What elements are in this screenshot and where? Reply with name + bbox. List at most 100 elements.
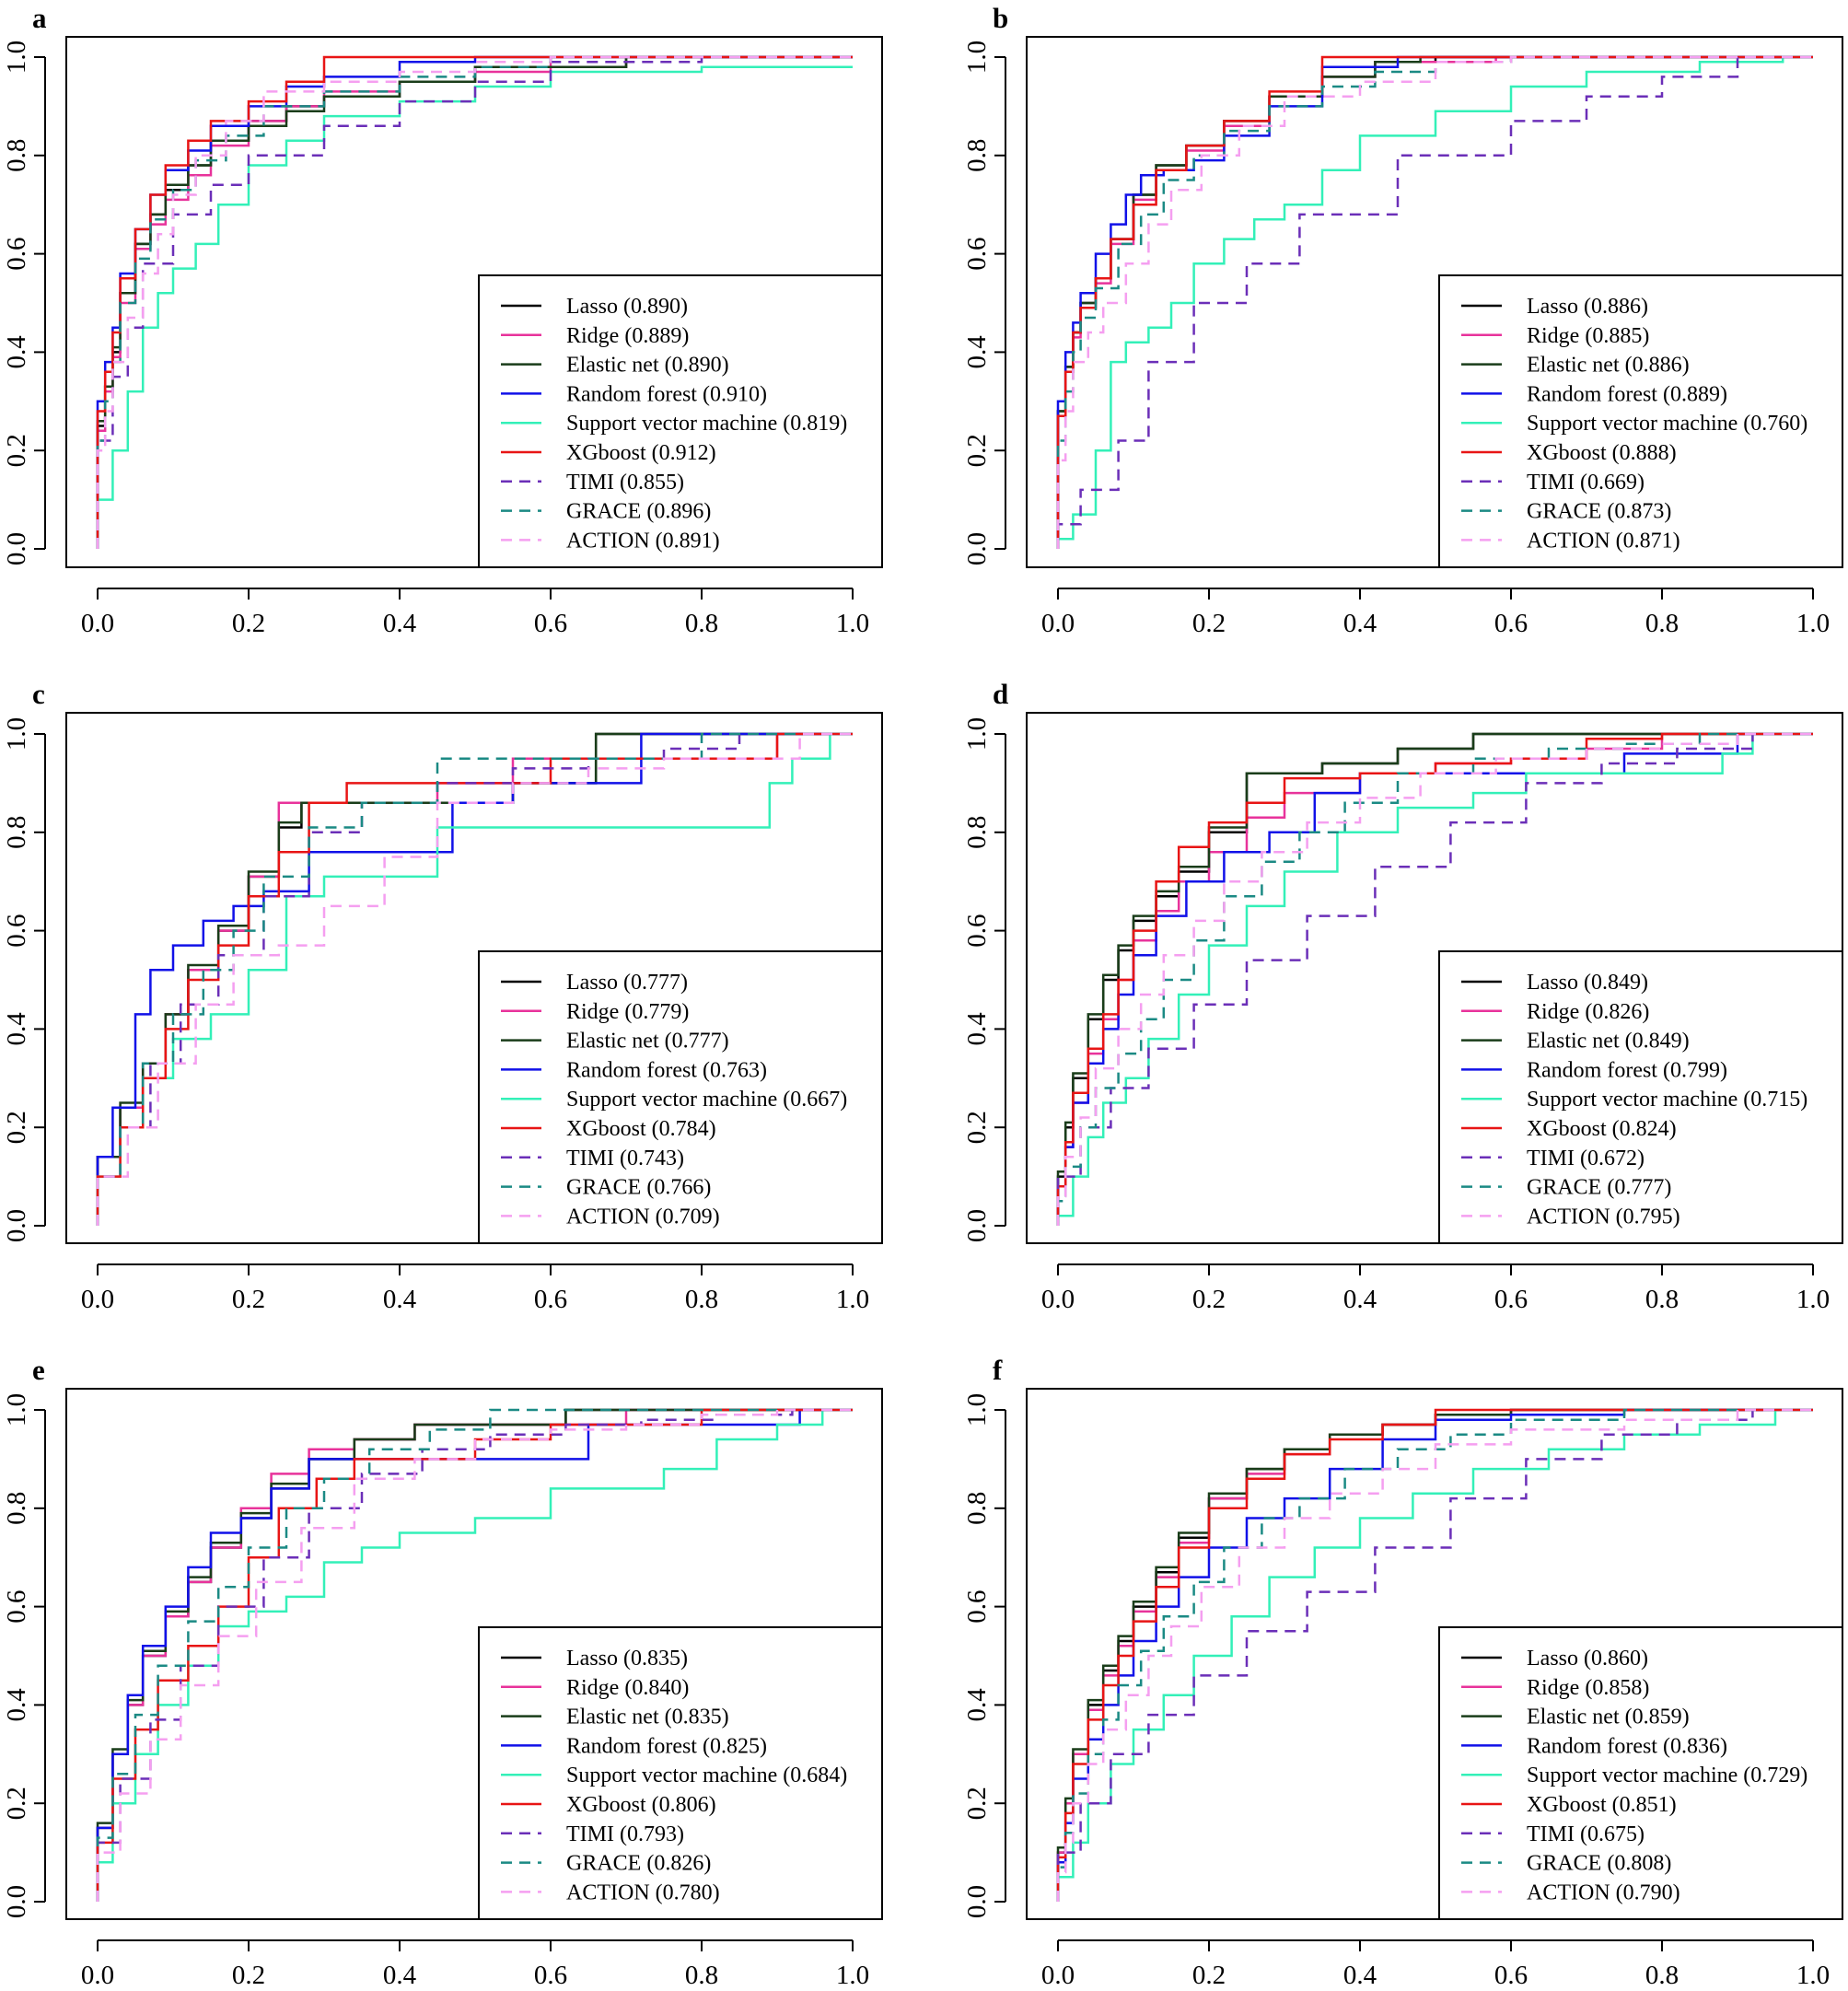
legend-entry: ACTION (0.891) <box>566 529 720 553</box>
legend-entry: XGboost (0.806) <box>566 1793 716 1817</box>
legend-box <box>478 1626 883 1920</box>
roc-panel-e: e 0.0 0.2 0.4 0.6 0.8 1.0 0.0 0.2 0.4 0.6 0.8 1.0 Las… <box>2 1354 883 1990</box>
roc-curve-grace <box>96 1408 853 1902</box>
legend-entry: XGboost (0.851) <box>1527 1793 1677 1817</box>
roc-curve-timi <box>96 1408 853 1902</box>
panel-label: c <box>32 678 45 710</box>
legend-entry: Ridge (0.885) <box>1527 324 1649 348</box>
y-tick-label: 0.0 <box>962 1885 992 1918</box>
legend: Lasso (0.886) Ridge (0.885) Elastic net (0… <box>1438 274 1843 568</box>
roc-curve-action <box>1056 732 1813 1226</box>
roc-curve-xgboost <box>1056 732 1813 1226</box>
legend-entry: XGboost (0.824) <box>1527 1117 1677 1141</box>
legend-entry: XGboost (0.888) <box>1527 441 1677 465</box>
x-tick-label: 0.4 <box>1343 1285 1377 1314</box>
roc-curves <box>1056 732 1813 1226</box>
panel-label: e <box>32 1354 45 1386</box>
legend-entry: GRACE (0.777) <box>1527 1176 1671 1200</box>
x-tick-label: 0.4 <box>1343 1961 1377 1990</box>
y-tick-label: 0.8 <box>2 816 31 849</box>
legend-box <box>1438 1626 1843 1920</box>
roc-curve-support-vector-machine <box>1056 55 1813 549</box>
x-tick-label: 0.0 <box>1041 1961 1075 1990</box>
legend-entry: GRACE (0.873) <box>1527 500 1671 524</box>
y-tick-label: 0.2 <box>2 434 31 467</box>
x-tick-label: 0.6 <box>1494 609 1528 638</box>
y-tick-label: 0.2 <box>962 1111 992 1144</box>
legend-entry: TIMI (0.672) <box>1527 1147 1645 1170</box>
legend-entry: TIMI (0.669) <box>1527 471 1645 495</box>
roc-panel-a: a 0.0 0.2 0.4 0.6 0.8 1.0 0.0 0.2 0.4 0.6 0.8 1.0 Las… <box>2 2 883 638</box>
y-tick-label: 0.2 <box>962 1787 992 1820</box>
legend-entry: ACTION (0.709) <box>566 1205 720 1228</box>
legend-entry: Support vector machine (0.667) <box>566 1088 847 1112</box>
x-tick-label: 0.8 <box>685 1285 718 1314</box>
roc-curve-action <box>96 55 853 549</box>
x-tick-label: 1.0 <box>1796 1961 1830 1990</box>
legend-entry: Support vector machine (0.729) <box>1527 1764 1807 1787</box>
roc-curve-timi <box>1056 732 1813 1226</box>
legend-entry: TIMI (0.793) <box>566 1822 684 1846</box>
legend-box <box>478 274 883 568</box>
legend-entry: Lasso (0.890) <box>566 295 688 319</box>
roc-curve-xgboost <box>1056 55 1813 549</box>
y-tick-label: 0.6 <box>962 237 992 270</box>
y-tick-label: 1.0 <box>962 1393 992 1426</box>
x-tick-label: 0.2 <box>1192 1961 1226 1990</box>
x-tick-label: 0.8 <box>1645 609 1679 638</box>
y-tick-label: 0.8 <box>962 816 992 849</box>
panel-label: d <box>993 678 1008 710</box>
roc-curve-timi <box>1056 1408 1813 1902</box>
x-tick-label: 1.0 <box>836 1961 869 1990</box>
y-tick-label: 0.0 <box>962 532 992 565</box>
legend: Lasso (0.777) Ridge (0.779) Elastic net (0… <box>478 950 883 1244</box>
x-tick-label: 0.8 <box>685 609 718 638</box>
legend-entry: Random forest (0.825) <box>566 1734 767 1758</box>
legend: Lasso (0.860) Ridge (0.858) Elastic net (0… <box>1438 1626 1843 1920</box>
legend-entry: Lasso (0.860) <box>1527 1647 1648 1671</box>
legend-box <box>1438 274 1843 568</box>
legend-entry: Support vector machine (0.819) <box>566 412 847 436</box>
legend-entry: Lasso (0.777) <box>566 971 688 995</box>
x-tick-label: 1.0 <box>836 1285 869 1314</box>
x-tick-label: 0.2 <box>232 609 265 638</box>
x-tick-label: 0.8 <box>1645 1285 1679 1314</box>
legend-entry: TIMI (0.743) <box>566 1147 684 1170</box>
y-tick-label: 1.0 <box>962 41 992 74</box>
legend-entry: Support vector machine (0.715) <box>1527 1088 1807 1112</box>
legend-entry: GRACE (0.808) <box>1527 1852 1671 1876</box>
y-tick-label: 1.0 <box>2 41 31 74</box>
roc-panel-d: d 0.0 0.2 0.4 0.6 0.8 1.0 0.0 0.2 0.4 0.6 0.8 1.0 Las… <box>962 678 1843 1314</box>
y-tick-label: 0.0 <box>2 532 31 565</box>
legend-entry: Random forest (0.836) <box>1527 1734 1727 1758</box>
y-tick-label: 0.4 <box>962 335 992 369</box>
x-tick-label: 0.0 <box>81 609 114 638</box>
x-tick-label: 0.0 <box>1041 609 1075 638</box>
legend-entry: Elastic net (0.890) <box>566 354 729 378</box>
x-tick-label: 0.2 <box>1192 1285 1226 1314</box>
x-tick-label: 0.4 <box>383 1961 417 1990</box>
roc-curve-timi <box>1056 55 1813 549</box>
x-tick-label: 0.6 <box>534 1961 567 1990</box>
x-tick-label: 0.4 <box>1343 609 1377 638</box>
y-tick-label: 0.4 <box>2 1688 31 1722</box>
panel-label: b <box>993 2 1008 34</box>
legend-entry: ACTION (0.780) <box>566 1880 720 1904</box>
y-tick-label: 0.2 <box>962 434 992 467</box>
roc-curve-support-vector-machine <box>96 65 853 549</box>
legend: Lasso (0.835) Ridge (0.840) Elastic net (0… <box>478 1626 883 1920</box>
y-tick-label: 0.6 <box>2 914 31 947</box>
x-tick-label: 0.4 <box>383 609 417 638</box>
roc-curve-grace <box>96 732 853 1226</box>
x-tick-label: 0.6 <box>534 609 567 638</box>
roc-curves <box>96 732 853 1226</box>
legend-entry: ACTION (0.795) <box>1527 1205 1680 1228</box>
y-tick-label: 0.4 <box>2 1012 31 1046</box>
y-tick-label: 0.8 <box>2 1492 31 1525</box>
legend-box <box>478 950 883 1244</box>
roc-curve-action <box>96 732 853 1226</box>
roc-curve-action <box>96 1408 853 1902</box>
roc-curves <box>1056 1408 1813 1902</box>
roc-panel-c: c 0.0 0.2 0.4 0.6 0.8 1.0 0.0 0.2 0.4 0.6 0.8 1.0 Las… <box>2 678 883 1314</box>
